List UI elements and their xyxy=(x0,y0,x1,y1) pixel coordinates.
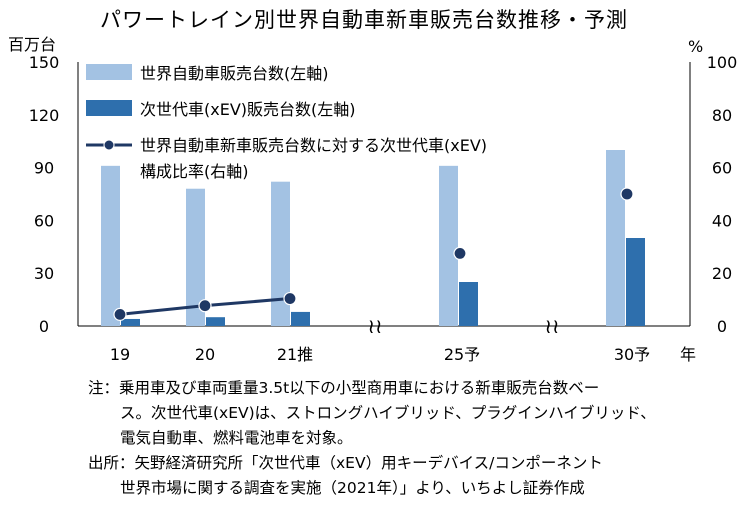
y-right-unit: % xyxy=(688,37,703,56)
chart-title: パワートレイン別世界自動車新車販売台数推移・予測 xyxy=(100,8,628,32)
legend-label-xev: 次世代車(xEV)販売台数(左軸) xyxy=(140,100,356,119)
source-line: 世界市場に関する調査を実施（2021年）」より、いちよし証券作成 xyxy=(120,479,585,497)
legend-swatch-total xyxy=(86,64,132,80)
legend-label-ratio: 世界自動車新車販売台数に対する次世代車(xEV) xyxy=(140,136,487,155)
bar-xev-sales xyxy=(459,282,478,326)
ratio-point xyxy=(283,291,297,306)
axis-break-mark: ≀≀ xyxy=(545,314,560,338)
x-tick-label: 20 xyxy=(195,345,215,364)
ratio-point xyxy=(620,187,634,201)
bar-total-sales xyxy=(271,181,290,326)
note-line: 電気自動車、燃料電池車を対象。 xyxy=(120,429,353,447)
y-right-tick-label: 20 xyxy=(712,264,732,283)
chart: 百万台 % 年 0 30 60 90 120 150 0 20 40 60 80 100 19 20 21推 25予… xyxy=(8,35,738,364)
y-left-tick-label: 60 xyxy=(34,211,54,230)
legend-swatch-ratio-point xyxy=(103,139,115,151)
bar-total-sales xyxy=(186,188,205,326)
bar-total-sales xyxy=(606,150,625,326)
y-right-tick-label: 80 xyxy=(712,106,732,125)
legend-swatch-xev xyxy=(86,100,132,116)
bar-total-sales xyxy=(101,165,120,326)
legend-label-ratio: 構成比率(右軸) xyxy=(140,162,249,181)
note-line: ス。次世代車(xEV)は、ストロングハイブリッド、プラグインハイブリッド、 xyxy=(120,404,656,422)
bar-xev-sales xyxy=(121,318,140,326)
ratio-point xyxy=(198,299,212,313)
note-line: 注：乗用車及び車両重量3.5t以下の小型商用車における新車販売台数ベー xyxy=(88,379,600,397)
x-tick-label: 21推 xyxy=(277,345,313,364)
y-left-tick-label: 90 xyxy=(34,159,54,178)
source-line: 出所：矢野経済研究所「次世代車（xEV）用キーデバイス/コンポーネント xyxy=(88,454,603,472)
x-tick-label: 30予 xyxy=(614,345,650,364)
y-left-unit: 百万台 xyxy=(8,35,56,54)
x-unit: 年 xyxy=(680,345,696,364)
y-right-tick-label: 40 xyxy=(712,211,732,230)
legend-label-total: 世界自動車販売台数(左軸) xyxy=(140,64,329,83)
y-left-tick-label: 30 xyxy=(34,264,54,283)
ratio-point xyxy=(453,246,467,260)
y-left-tick-label: 120 xyxy=(29,106,60,125)
y-left-tick-label: 150 xyxy=(29,53,60,72)
y-right-tick-label: 60 xyxy=(712,159,732,178)
x-tick-label: 25予 xyxy=(444,345,480,364)
bar-xev-sales xyxy=(206,317,225,326)
axis-break-mark: ≀≀ xyxy=(368,314,383,338)
x-tick-label: 19 xyxy=(110,345,130,364)
y-right-tick-label: 0 xyxy=(717,317,727,336)
y-right-tick-label: 100 xyxy=(707,53,738,72)
y-left-tick-label: 0 xyxy=(39,317,49,336)
ratio-point xyxy=(113,307,127,321)
bar-xev-sales xyxy=(291,311,310,326)
notes: 注：乗用車及び車両重量3.5t以下の小型商用車における新車販売台数ベー ス。次世… xyxy=(88,376,738,501)
bar-xev-sales xyxy=(626,238,645,326)
bar-total-sales xyxy=(439,165,458,326)
